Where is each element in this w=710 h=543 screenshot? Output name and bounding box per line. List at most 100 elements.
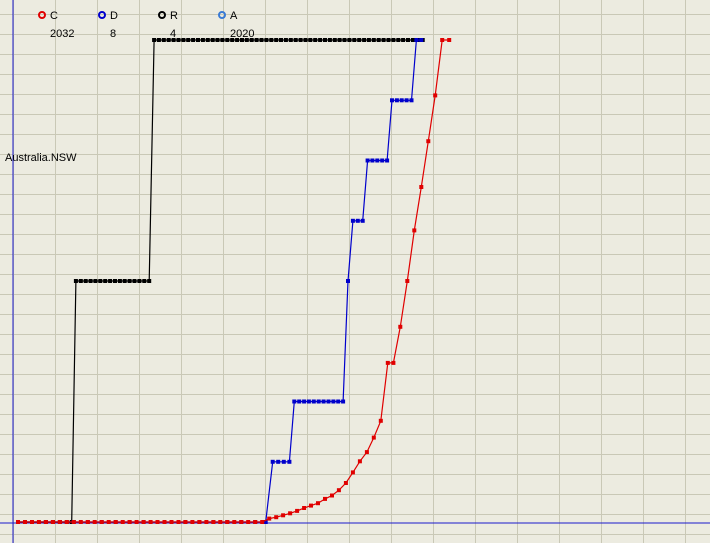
data-point-d[interactable]: [276, 459, 281, 464]
data-point-r[interactable]: [386, 38, 391, 42]
data-point-r[interactable]: [244, 38, 249, 42]
data-point-d[interactable]: [375, 158, 380, 163]
data-point-d[interactable]: [355, 218, 360, 223]
data-point-c[interactable]: [113, 520, 118, 524]
data-point-r[interactable]: [108, 279, 113, 283]
data-point-r[interactable]: [156, 38, 161, 42]
data-point-r[interactable]: [132, 279, 137, 283]
data-point-c[interactable]: [169, 520, 174, 524]
legend-marker-a[interactable]: [218, 11, 226, 19]
data-point-c[interactable]: [253, 520, 258, 524]
data-point-c[interactable]: [330, 493, 334, 498]
data-point-d[interactable]: [365, 158, 370, 163]
data-point-c[interactable]: [288, 511, 293, 516]
data-point-d[interactable]: [326, 399, 331, 404]
data-point-c[interactable]: [364, 450, 369, 455]
data-point-c[interactable]: [371, 435, 376, 440]
data-point-r[interactable]: [337, 38, 342, 42]
data-point-c[interactable]: [343, 481, 348, 485]
data-point-c[interactable]: [176, 520, 181, 524]
data-point-c[interactable]: [385, 360, 390, 365]
data-point-c[interactable]: [267, 516, 272, 521]
data-point-r[interactable]: [98, 279, 103, 283]
data-point-r[interactable]: [308, 38, 313, 42]
data-point-r[interactable]: [181, 38, 186, 42]
data-point-r[interactable]: [249, 38, 254, 42]
data-point-r[interactable]: [230, 38, 235, 42]
data-point-r[interactable]: [264, 38, 269, 42]
data-point-c[interactable]: [295, 508, 300, 513]
data-point-c[interactable]: [57, 520, 62, 524]
data-point-d[interactable]: [321, 399, 326, 404]
data-point-r[interactable]: [103, 279, 108, 283]
data-point-r[interactable]: [161, 38, 166, 42]
data-point-r[interactable]: [376, 38, 381, 42]
data-point-c[interactable]: [16, 520, 20, 524]
data-point-d[interactable]: [270, 459, 275, 464]
data-point-c[interactable]: [316, 501, 320, 506]
data-point-d[interactable]: [302, 399, 307, 404]
data-point-c[interactable]: [260, 520, 265, 524]
data-point-r[interactable]: [235, 38, 240, 42]
data-point-r[interactable]: [166, 38, 171, 42]
data-point-d[interactable]: [394, 98, 399, 103]
data-point-c[interactable]: [141, 520, 146, 524]
data-point-d[interactable]: [370, 158, 375, 163]
data-point-r[interactable]: [371, 38, 376, 42]
data-point-c[interactable]: [357, 459, 362, 464]
data-point-c[interactable]: [281, 513, 286, 518]
data-point-r[interactable]: [318, 38, 323, 42]
data-point-r[interactable]: [152, 38, 157, 42]
data-point-r[interactable]: [78, 279, 83, 283]
data-point-c[interactable]: [440, 38, 445, 42]
data-point-r[interactable]: [357, 38, 362, 42]
data-point-c[interactable]: [378, 418, 383, 423]
data-point-d[interactable]: [409, 98, 414, 103]
data-point-r[interactable]: [127, 279, 132, 283]
data-point-r[interactable]: [142, 279, 147, 283]
legend-marker-c[interactable]: [38, 11, 46, 19]
data-point-r[interactable]: [303, 38, 308, 42]
data-point-d[interactable]: [404, 98, 409, 103]
data-point-c[interactable]: [412, 228, 417, 233]
data-point-r[interactable]: [347, 38, 352, 42]
data-point-c[interactable]: [302, 506, 307, 510]
data-point-r[interactable]: [259, 38, 264, 42]
data-point-c[interactable]: [239, 520, 244, 524]
data-point-d[interactable]: [316, 399, 321, 404]
data-point-c[interactable]: [323, 496, 327, 501]
data-point-c[interactable]: [218, 520, 223, 524]
data-point-r[interactable]: [406, 38, 410, 42]
data-point-c[interactable]: [71, 520, 76, 524]
data-point-r[interactable]: [396, 38, 401, 42]
data-point-c[interactable]: [78, 520, 83, 524]
data-point-d[interactable]: [263, 520, 268, 524]
data-point-r[interactable]: [113, 279, 117, 283]
data-point-r[interactable]: [283, 38, 288, 42]
data-point-r[interactable]: [93, 279, 98, 283]
data-point-c[interactable]: [92, 520, 97, 524]
data-point-r[interactable]: [88, 279, 93, 283]
data-point-r[interactable]: [254, 38, 259, 42]
data-point-r[interactable]: [220, 38, 225, 42]
data-point-d[interactable]: [331, 399, 336, 404]
data-point-c[interactable]: [309, 503, 313, 508]
data-point-d[interactable]: [287, 459, 292, 464]
data-point-r[interactable]: [73, 279, 78, 283]
data-point-c[interactable]: [120, 520, 125, 524]
data-point-d[interactable]: [346, 279, 350, 283]
data-point-c[interactable]: [155, 520, 160, 524]
data-point-c[interactable]: [419, 185, 424, 189]
data-point-d[interactable]: [350, 218, 355, 223]
data-point-r[interactable]: [342, 38, 347, 42]
data-point-r[interactable]: [327, 38, 332, 42]
data-point-r[interactable]: [313, 38, 318, 42]
data-point-c[interactable]: [99, 520, 104, 524]
data-point-r[interactable]: [200, 38, 205, 42]
data-point-r[interactable]: [117, 279, 122, 283]
data-point-r[interactable]: [240, 38, 244, 42]
data-point-c[interactable]: [50, 520, 55, 524]
data-point-r[interactable]: [401, 38, 406, 42]
data-point-d[interactable]: [399, 98, 404, 103]
data-point-d[interactable]: [306, 399, 311, 404]
